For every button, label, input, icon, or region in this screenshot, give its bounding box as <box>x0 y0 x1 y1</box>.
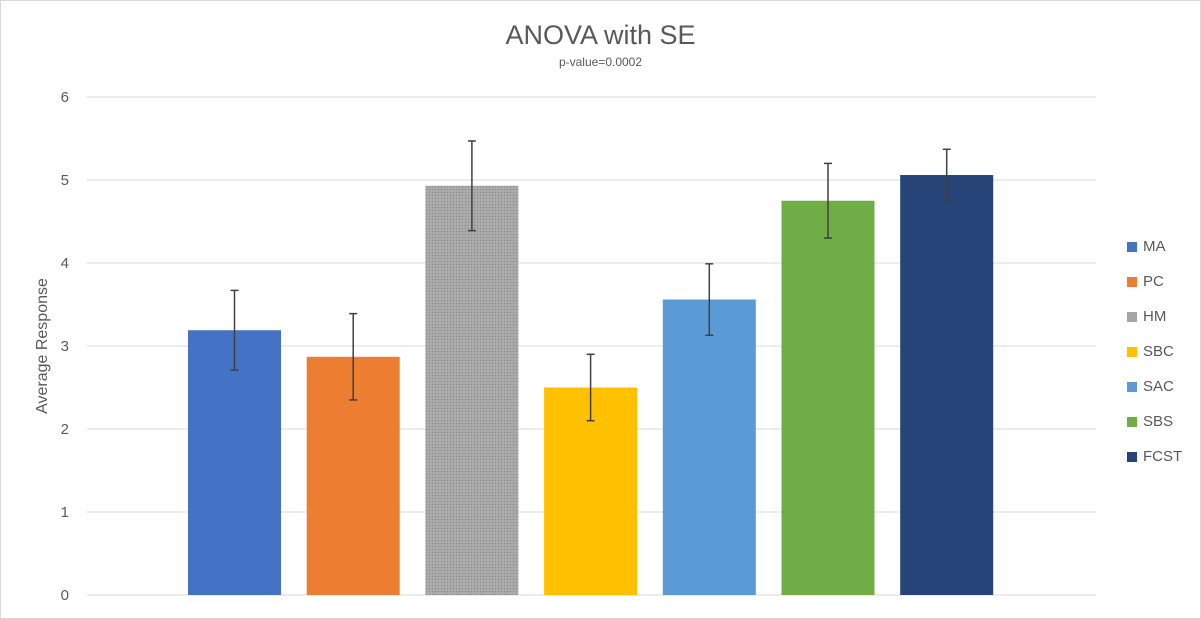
error-bar-fcst <box>942 148 951 202</box>
bar-fcst <box>900 175 994 595</box>
legend-item-fcst: FCST <box>1127 439 1197 474</box>
legend-label: SAC <box>1143 378 1174 395</box>
error-bar-hm <box>467 140 476 232</box>
legend-swatch <box>1127 381 1137 392</box>
legend-swatch <box>1127 416 1137 427</box>
error-bar-sac <box>705 263 714 336</box>
error-bar-sbc <box>586 353 595 422</box>
y-tick-label: 1 <box>61 504 69 521</box>
legend-swatch <box>1127 346 1137 357</box>
legend-item-ma: MA <box>1127 229 1197 264</box>
legend-item-sac: SAC <box>1127 369 1197 404</box>
error-bar-sbs <box>824 162 832 239</box>
y-tick-label: 0 <box>61 587 69 604</box>
y-tick-label: 3 <box>61 338 69 355</box>
y-tick-label: 6 <box>61 89 69 106</box>
legend-item-pc: PC <box>1127 264 1197 299</box>
legend-swatch <box>1127 276 1137 287</box>
legend-label: PC <box>1143 273 1164 290</box>
y-tick-label: 2 <box>61 421 69 438</box>
bar-sac <box>662 299 756 595</box>
legend-label: SBS <box>1143 413 1174 430</box>
bar-hm <box>425 185 519 595</box>
bar-sbs <box>781 200 875 595</box>
legend-swatch <box>1127 311 1137 322</box>
y-tick-label: 5 <box>61 172 69 189</box>
bar-sbc <box>544 387 638 595</box>
y-tick-label: 4 <box>61 255 69 272</box>
legend-label: MA <box>1143 238 1166 255</box>
legend-label: SBC <box>1143 343 1174 360</box>
error-bar-ma <box>230 289 239 371</box>
legend-item-sbs: SBS <box>1127 404 1197 439</box>
chart-subtitle: p-value=0.0002 <box>558 55 643 69</box>
legend-swatch <box>1127 451 1137 462</box>
y-axis-title: Average Response <box>34 278 51 414</box>
error-bar-pc <box>349 312 358 401</box>
legend-item-hm: HM <box>1127 299 1197 334</box>
legend-swatch <box>1127 241 1137 252</box>
legend-label: FCST <box>1143 448 1183 465</box>
bar-ma <box>188 330 281 595</box>
legend: MA PC HM SBC SAC SBS FCST <box>1127 229 1197 474</box>
legend-label: HM <box>1143 308 1167 325</box>
chart-title: ANOVA with SE <box>505 20 696 50</box>
legend-item-sbc: SBC <box>1127 334 1197 369</box>
